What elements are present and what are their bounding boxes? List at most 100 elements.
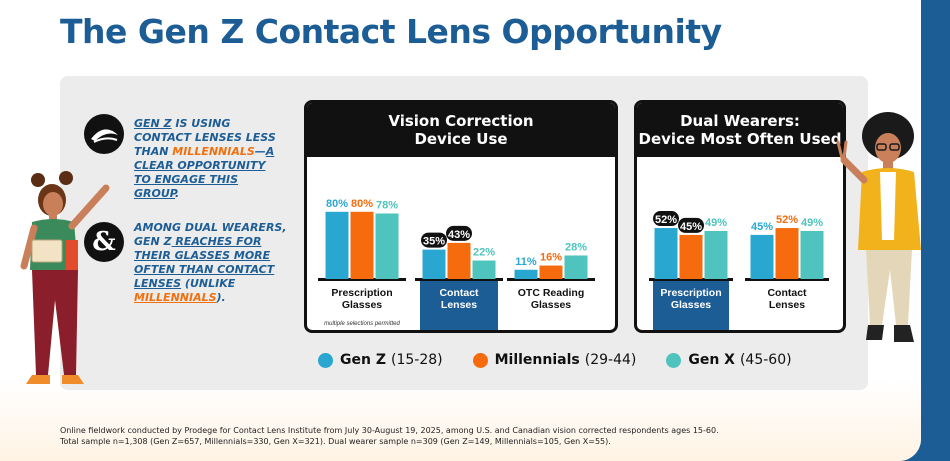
bar xyxy=(325,211,349,279)
page-title: The Gen Z Contact Lens Opportunity xyxy=(60,12,722,51)
bar xyxy=(800,230,824,279)
footnote-line: Online fieldwork conducted by Prodege fo… xyxy=(60,426,719,435)
legend-range: (29-44) xyxy=(584,352,637,368)
legend: Gen Z (15-28) Millennials (29-44) Gen X … xyxy=(318,348,822,372)
legend-item-millennials: Millennials (29-44) xyxy=(472,352,637,368)
ampersand-glyph: & xyxy=(92,227,116,257)
chart-vision-correction: Vision Correction Device Use 80% 80% 78% Pr… xyxy=(304,100,618,333)
bar xyxy=(704,230,728,279)
data-label: 45% xyxy=(680,221,702,233)
bar xyxy=(472,260,496,279)
legend-swatch xyxy=(666,352,682,368)
card-bottom-fade xyxy=(0,380,921,461)
legend-item-gen-z: Gen Z (15-28) xyxy=(318,352,443,368)
insight-text-segment: MILLENNIALS xyxy=(172,145,255,158)
category-label: OTC Reading xyxy=(518,287,585,299)
legend-item-gen-x: Gen X (45-60) xyxy=(666,352,792,368)
legend-label: Gen X xyxy=(688,352,735,368)
category-highlight xyxy=(420,279,498,330)
category-highlight xyxy=(653,279,729,330)
bar xyxy=(775,228,799,279)
bar xyxy=(679,234,703,279)
category-label: Contact xyxy=(767,287,807,299)
ampersand-icon: & xyxy=(84,222,124,262)
data-label: 52% xyxy=(655,214,677,226)
category-note: multiple selections permitted xyxy=(324,321,400,327)
data-label: 52% xyxy=(776,214,798,226)
infographic-card: The Gen Z Contact Lens Opportunity GEN Z… xyxy=(0,0,921,461)
chart-dual-wearers-title: Dual Wearers: Device Most Often Used xyxy=(637,103,843,157)
data-label-callout xyxy=(446,225,472,241)
contact-lens-icon xyxy=(84,114,124,154)
insight-text-segment: AMONG DUAL WEARERS, xyxy=(134,221,287,234)
insight-text-segment: REACHES FOR THEIR GLASSES MORE OFTEN THA… xyxy=(134,235,275,290)
insight-text-segment: . xyxy=(175,187,180,200)
insight-gen-z-less-contacts: GEN Z IS USING CONTACT LENSES LESS THAN … xyxy=(134,117,284,201)
legend-range: (45-60) xyxy=(739,352,792,368)
insight-text-segment: GEN Z xyxy=(134,235,172,248)
bar xyxy=(514,269,538,279)
data-label: 49% xyxy=(705,217,727,229)
data-label: 22% xyxy=(473,247,495,259)
bar xyxy=(564,255,588,279)
insight-text-segment: — xyxy=(254,145,266,158)
category-label: Lenses xyxy=(441,299,477,311)
legend-range: (15-28) xyxy=(390,352,443,368)
chart-title-line: Vision Correction xyxy=(388,112,534,130)
data-label: 80% xyxy=(326,198,348,210)
category-label: Glasses xyxy=(671,299,711,311)
chart-title-line: Dual Wearers: xyxy=(680,112,800,130)
data-label: 16% xyxy=(540,252,562,264)
bar xyxy=(447,242,471,279)
category-label: Lenses xyxy=(769,299,805,311)
data-label-callout xyxy=(653,211,679,227)
insight-text-segment: (UNLIKE xyxy=(181,277,236,290)
legend-swatch xyxy=(472,352,488,368)
woman-illustration xyxy=(20,171,110,384)
chart-title-line: Device Most Often Used xyxy=(638,130,842,148)
chart-dual-wearers: Dual Wearers: Device Most Often Used 52%… xyxy=(634,100,846,333)
data-label: 35% xyxy=(423,236,445,248)
insight-dual-wearers: AMONG DUAL WEARERS, GEN Z REACHES FOR TH… xyxy=(134,221,294,305)
data-label: 43% xyxy=(448,229,470,241)
category-label: Contact xyxy=(439,287,479,299)
data-label: 11% xyxy=(515,256,537,268)
category-baseline xyxy=(415,278,503,281)
bar xyxy=(350,211,374,279)
category-label: Glasses xyxy=(531,299,571,311)
bar xyxy=(422,249,446,279)
category-baseline xyxy=(507,278,595,281)
legend-label: Millennials xyxy=(494,352,580,368)
category-baseline xyxy=(318,278,406,281)
bar xyxy=(375,213,399,279)
category-baseline xyxy=(745,278,829,281)
category-label: Glasses xyxy=(342,299,382,311)
data-label: 45% xyxy=(751,221,773,233)
category-label: Prescription xyxy=(331,287,392,299)
data-label-callout xyxy=(678,217,704,233)
man-illustration xyxy=(836,112,921,342)
insight-text-segment: ). xyxy=(216,291,226,304)
insight-text-segment: MILLENNIALS xyxy=(134,291,217,304)
legend-swatch xyxy=(318,352,333,368)
footnote-line: Total sample n=1,308 (Gen Z=657, Millenn… xyxy=(60,437,611,446)
chart-vision-correction-title: Vision Correction Device Use xyxy=(307,103,615,157)
bar xyxy=(750,234,774,279)
legend-label: Gen Z xyxy=(340,352,386,368)
data-label: 28% xyxy=(565,241,587,253)
insight-text-segment: A CLEAR OPPORTUNITY TO ENGAGE THIS GROUP xyxy=(134,145,275,200)
data-label: 49% xyxy=(801,217,823,229)
category-baseline xyxy=(649,278,733,281)
insight-text-segment: GEN Z xyxy=(134,117,172,130)
bar xyxy=(539,265,563,279)
footnote: Online fieldwork conducted by Prodege fo… xyxy=(60,425,719,447)
bar xyxy=(654,228,678,279)
category-label: Prescription xyxy=(660,287,721,299)
data-label-callout xyxy=(421,232,447,248)
data-label: 80% xyxy=(351,198,373,210)
data-label: 78% xyxy=(376,199,398,211)
chart-title-line: Device Use xyxy=(414,130,508,148)
insight-text-segment: IS USING CONTACT LENSES LESS THAN xyxy=(134,117,276,158)
